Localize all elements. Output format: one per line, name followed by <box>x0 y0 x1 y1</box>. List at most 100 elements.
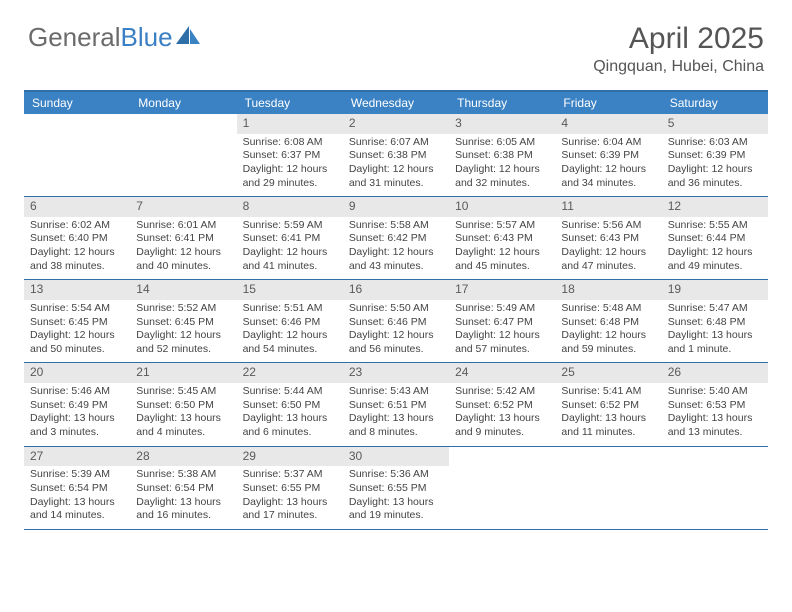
day-data: Sunrise: 5:59 AMSunset: 6:41 PMDaylight:… <box>237 217 343 280</box>
day-line: Sunset: 6:37 PM <box>243 149 337 163</box>
day-number: 4 <box>555 114 661 134</box>
day-header-row: SundayMondayTuesdayWednesdayThursdayFrid… <box>24 92 768 114</box>
day-cell: 6Sunrise: 6:02 AMSunset: 6:40 PMDaylight… <box>24 197 130 279</box>
week-row: 27Sunrise: 5:39 AMSunset: 6:54 PMDayligh… <box>24 447 768 530</box>
day-line: Sunset: 6:49 PM <box>30 399 124 413</box>
day-cell: 1Sunrise: 6:08 AMSunset: 6:37 PMDaylight… <box>237 114 343 196</box>
day-line: Daylight: 13 hours <box>136 496 230 510</box>
day-line: Sunrise: 6:05 AM <box>455 136 549 150</box>
day-number: 12 <box>662 197 768 217</box>
day-data: Sunrise: 5:36 AMSunset: 6:55 PMDaylight:… <box>343 466 449 529</box>
day-line: and 57 minutes. <box>455 343 549 357</box>
day-line: and 40 minutes. <box>136 260 230 274</box>
day-line: Sunrise: 5:46 AM <box>30 385 124 399</box>
day-cell: 10Sunrise: 5:57 AMSunset: 6:43 PMDayligh… <box>449 197 555 279</box>
logo: GeneralBlue <box>28 22 202 53</box>
day-data: Sunrise: 5:37 AMSunset: 6:55 PMDaylight:… <box>237 466 343 529</box>
day-number: 30 <box>343 447 449 467</box>
day-number: 19 <box>662 280 768 300</box>
day-line: Daylight: 13 hours <box>30 496 124 510</box>
day-line: and 8 minutes. <box>349 426 443 440</box>
day-line: Daylight: 12 hours <box>668 163 762 177</box>
day-line: Daylight: 12 hours <box>561 163 655 177</box>
day-line: Daylight: 12 hours <box>561 329 655 343</box>
calendar: SundayMondayTuesdayWednesdayThursdayFrid… <box>24 90 768 530</box>
day-line: Sunset: 6:46 PM <box>243 316 337 330</box>
day-line: and 3 minutes. <box>30 426 124 440</box>
day-line: Sunset: 6:39 PM <box>668 149 762 163</box>
day-line: Daylight: 12 hours <box>561 246 655 260</box>
day-line: Sunset: 6:39 PM <box>561 149 655 163</box>
day-line: Sunset: 6:41 PM <box>243 232 337 246</box>
day-line: Sunrise: 6:08 AM <box>243 136 337 150</box>
day-line: Daylight: 12 hours <box>30 246 124 260</box>
day-line: Sunrise: 5:59 AM <box>243 219 337 233</box>
day-number: 5 <box>662 114 768 134</box>
day-data: Sunrise: 6:01 AMSunset: 6:41 PMDaylight:… <box>130 217 236 280</box>
day-line: Daylight: 12 hours <box>243 246 337 260</box>
day-data: Sunrise: 6:04 AMSunset: 6:39 PMDaylight:… <box>555 134 661 197</box>
day-data: Sunrise: 5:39 AMSunset: 6:54 PMDaylight:… <box>24 466 130 529</box>
day-line: and 36 minutes. <box>668 177 762 191</box>
day-line: Sunset: 6:54 PM <box>30 482 124 496</box>
day-line: and 45 minutes. <box>455 260 549 274</box>
day-data: Sunrise: 6:05 AMSunset: 6:38 PMDaylight:… <box>449 134 555 197</box>
day-line: Sunset: 6:38 PM <box>455 149 549 163</box>
day-data: Sunrise: 5:49 AMSunset: 6:47 PMDaylight:… <box>449 300 555 363</box>
day-header: Monday <box>130 92 236 114</box>
day-line: Sunrise: 5:38 AM <box>136 468 230 482</box>
day-line: Daylight: 12 hours <box>136 246 230 260</box>
day-line: Sunrise: 5:45 AM <box>136 385 230 399</box>
day-line: Sunset: 6:55 PM <box>349 482 443 496</box>
title-block: April 2025 Qingquan, Hubei, China <box>593 22 764 76</box>
day-line: and 14 minutes. <box>30 509 124 523</box>
day-line: and 11 minutes. <box>561 426 655 440</box>
day-line: and 4 minutes. <box>136 426 230 440</box>
day-number: 1 <box>237 114 343 134</box>
day-line: and 34 minutes. <box>561 177 655 191</box>
day-data: Sunrise: 5:46 AMSunset: 6:49 PMDaylight:… <box>24 383 130 446</box>
day-number: 8 <box>237 197 343 217</box>
day-line: Sunrise: 5:47 AM <box>668 302 762 316</box>
day-cell: 11Sunrise: 5:56 AMSunset: 6:43 PMDayligh… <box>555 197 661 279</box>
day-cell <box>662 447 768 529</box>
day-line: Sunrise: 5:40 AM <box>668 385 762 399</box>
day-data: Sunrise: 5:56 AMSunset: 6:43 PMDaylight:… <box>555 217 661 280</box>
day-line: and 49 minutes. <box>668 260 762 274</box>
day-cell: 25Sunrise: 5:41 AMSunset: 6:52 PMDayligh… <box>555 363 661 445</box>
day-line: Sunrise: 5:57 AM <box>455 219 549 233</box>
day-line: Daylight: 12 hours <box>136 329 230 343</box>
day-line: and 38 minutes. <box>30 260 124 274</box>
day-line: Daylight: 12 hours <box>455 246 549 260</box>
day-line: Daylight: 13 hours <box>668 412 762 426</box>
day-line: and 50 minutes. <box>30 343 124 357</box>
day-line: Sunrise: 5:58 AM <box>349 219 443 233</box>
day-number: 21 <box>130 363 236 383</box>
day-line: Sunset: 6:43 PM <box>561 232 655 246</box>
day-line: Sunset: 6:52 PM <box>561 399 655 413</box>
day-number: 13 <box>24 280 130 300</box>
day-number: 23 <box>343 363 449 383</box>
day-data: Sunrise: 5:42 AMSunset: 6:52 PMDaylight:… <box>449 383 555 446</box>
day-cell: 30Sunrise: 5:36 AMSunset: 6:55 PMDayligh… <box>343 447 449 529</box>
day-cell: 5Sunrise: 6:03 AMSunset: 6:39 PMDaylight… <box>662 114 768 196</box>
day-cell: 15Sunrise: 5:51 AMSunset: 6:46 PMDayligh… <box>237 280 343 362</box>
day-data: Sunrise: 5:41 AMSunset: 6:52 PMDaylight:… <box>555 383 661 446</box>
day-line: and 41 minutes. <box>243 260 337 274</box>
day-header: Thursday <box>449 92 555 114</box>
day-cell <box>24 114 130 196</box>
day-cell: 19Sunrise: 5:47 AMSunset: 6:48 PMDayligh… <box>662 280 768 362</box>
day-line: Sunset: 6:51 PM <box>349 399 443 413</box>
day-line: Daylight: 13 hours <box>349 412 443 426</box>
day-line: Daylight: 12 hours <box>349 163 443 177</box>
day-line: and 19 minutes. <box>349 509 443 523</box>
day-line: Sunset: 6:43 PM <box>455 232 549 246</box>
day-cell <box>555 447 661 529</box>
day-data: Sunrise: 5:43 AMSunset: 6:51 PMDaylight:… <box>343 383 449 446</box>
day-header: Wednesday <box>343 92 449 114</box>
day-line: and 1 minute. <box>668 343 762 357</box>
day-cell: 20Sunrise: 5:46 AMSunset: 6:49 PMDayligh… <box>24 363 130 445</box>
day-number: 20 <box>24 363 130 383</box>
day-line: Sunrise: 6:02 AM <box>30 219 124 233</box>
day-data: Sunrise: 5:51 AMSunset: 6:46 PMDaylight:… <box>237 300 343 363</box>
